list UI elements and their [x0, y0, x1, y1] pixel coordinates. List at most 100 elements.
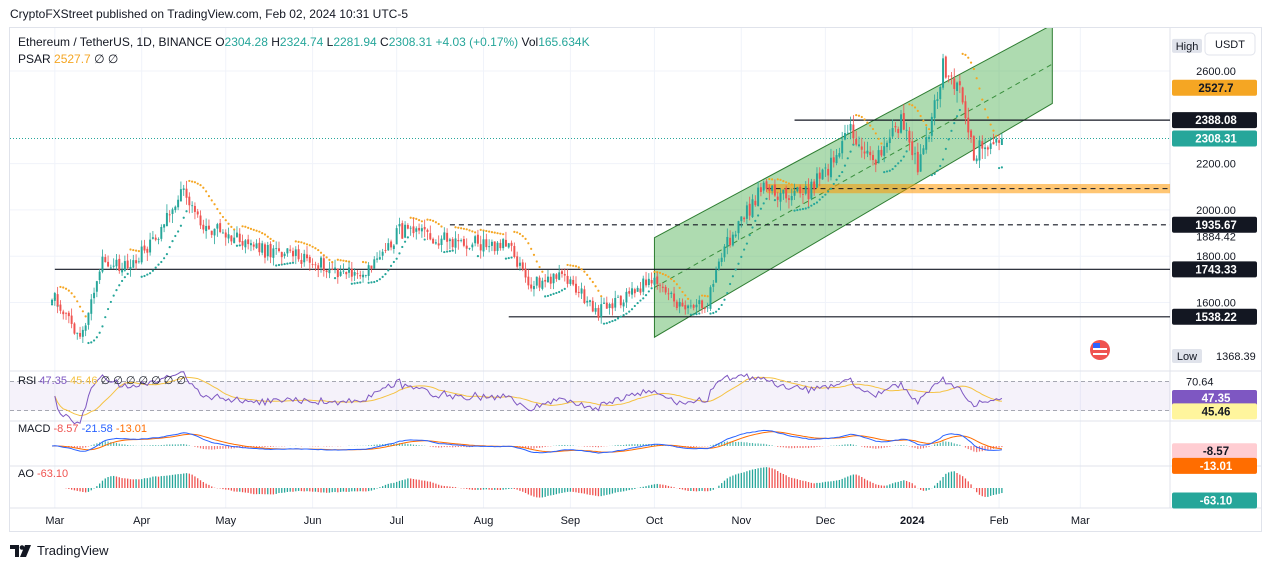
candle-body [476, 234, 479, 244]
candle-body [297, 249, 300, 260]
psar-dot [451, 249, 454, 252]
candle-body [535, 276, 538, 286]
candle-body [219, 223, 222, 233]
psar-dot [986, 116, 989, 119]
candle-body [115, 259, 118, 267]
psar-dot [434, 221, 437, 224]
psar-dot [768, 177, 771, 181]
candle-body [384, 250, 387, 251]
psar-dot [883, 171, 886, 174]
psar-dot [695, 313, 698, 316]
candle-body [849, 124, 852, 131]
candle-body [202, 224, 205, 230]
candle-body [647, 278, 650, 286]
candle-body [418, 227, 421, 231]
legend-psar-line: PSAR 2527.7 ∅ ∅ [18, 52, 118, 66]
candle-body [740, 216, 743, 222]
x-tick-label: Sep [561, 515, 581, 527]
candle-body [692, 305, 695, 308]
candle-body [479, 244, 482, 251]
psar-dot [137, 250, 140, 253]
psar-dot [70, 292, 73, 295]
rsi-ma-value-tag: 45.46 [1202, 406, 1231, 418]
psar-dot [880, 142, 883, 145]
candle-body [101, 256, 104, 272]
candle-body [207, 225, 210, 230]
candle-body [412, 226, 415, 234]
candle-body [992, 142, 995, 145]
candle-body [933, 100, 936, 119]
psar-dot [728, 282, 732, 286]
macd-legend-signal: -13.01 [116, 423, 147, 435]
psar-dot [165, 252, 169, 256]
psar-dot [59, 285, 62, 289]
psar-dot [311, 245, 314, 248]
candle-body [126, 260, 129, 269]
psar-dots [50, 52, 1003, 345]
candle-body [673, 293, 676, 302]
chart-canvas[interactable]: Mar Apr May Jun Jul Aug Sep Oct Nov Dec 2024 Feb Mar… [10, 28, 1261, 531]
candle-body [263, 244, 266, 258]
candle-body [561, 271, 563, 274]
psar-dot [62, 286, 65, 289]
candle-body [112, 265, 115, 267]
macd-legend-name: MACD [18, 423, 53, 435]
psar-dot [412, 217, 415, 220]
candle-body [227, 234, 230, 239]
psar-dot [815, 201, 819, 204]
psar-dot [378, 278, 381, 281]
psar-dot [829, 187, 833, 190]
psar-dot [821, 195, 824, 199]
psar-dot [277, 263, 281, 267]
candle-body [426, 229, 429, 232]
psar-dot [143, 274, 146, 278]
psar-dot [361, 260, 365, 264]
rsi-legend-value: 47.35 [39, 375, 70, 387]
psar-dot [532, 253, 536, 256]
candle-body [566, 275, 569, 284]
psar-dot [241, 225, 244, 228]
macd-signal-line [51, 431, 1002, 453]
y-tick-label: 1600.00 [1196, 298, 1236, 310]
psar-dot [507, 256, 510, 260]
macd-signal-tag: -13.01 [1200, 461, 1233, 473]
candle-body [762, 182, 765, 191]
candle-body [846, 132, 849, 134]
psar-dot [583, 270, 586, 273]
psar-dot [720, 303, 723, 307]
chart-frame[interactable]: Mar Apr May Jun Jul Aug Sep Oct Nov Dec 2024 Feb Mar… [9, 27, 1262, 532]
low-marker-bg [1172, 349, 1202, 363]
psar-dot [255, 229, 258, 232]
rsi-ma-line [54, 376, 1002, 417]
psar-dot [689, 313, 692, 316]
candle-body [597, 307, 600, 318]
rsi-legend-ma: 45.46 [70, 375, 101, 387]
psar-dot [594, 285, 597, 288]
psar-dot [992, 129, 995, 132]
candle-body [617, 296, 619, 298]
candle-body [367, 265, 370, 276]
psar-dot [527, 242, 530, 245]
candle-body [451, 239, 454, 248]
candle-body [908, 130, 911, 143]
candle-body [51, 299, 54, 304]
high-marker-bg [1172, 38, 1202, 53]
psar-dot [983, 108, 987, 111]
candle-body [188, 196, 191, 206]
candle-body [631, 288, 634, 295]
tradingview-logo[interactable]: TradingView [10, 543, 109, 558]
candle-body [759, 187, 762, 193]
psar-dot [905, 150, 908, 153]
candle-body [376, 258, 379, 260]
candle-body [717, 261, 720, 270]
psar-dot [95, 336, 98, 339]
psar-dot [544, 295, 547, 298]
level-tag-bg [1172, 308, 1257, 325]
psar-dot [233, 228, 236, 231]
candle-body [185, 188, 188, 198]
candle-body [460, 240, 463, 242]
candle-body [98, 271, 101, 281]
candle-body [395, 228, 398, 245]
candle-body [552, 273, 555, 284]
psar-dot [353, 282, 356, 285]
